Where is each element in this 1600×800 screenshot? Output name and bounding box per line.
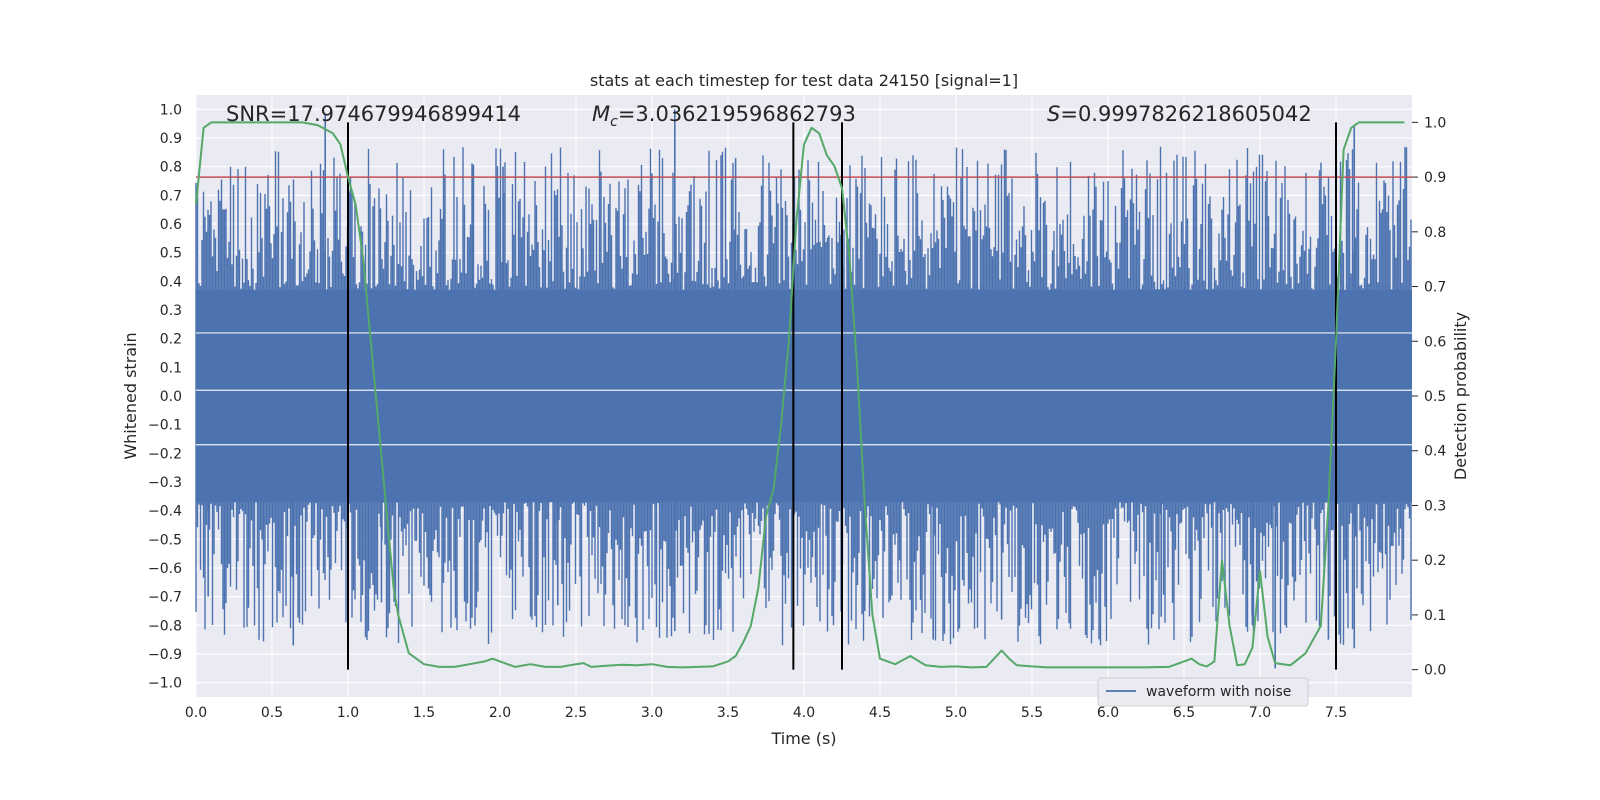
waveform-noise-trace bbox=[195, 146, 1412, 646]
significance-annotation: S=0.9997826218605042 bbox=[1047, 102, 1312, 126]
y-right-tick-label: 0.0 bbox=[1424, 663, 1446, 679]
x-tick-label: 1.5 bbox=[413, 705, 435, 721]
y-tick-label: −0.7 bbox=[148, 590, 182, 606]
y-tick-label: 0.7 bbox=[160, 188, 182, 204]
y-tick-label: −0.9 bbox=[148, 647, 182, 663]
x-tick-label: 0.0 bbox=[185, 705, 207, 721]
legend-label-waveform: waveform with noise bbox=[1146, 684, 1291, 700]
ticks: 0.0 0.5 1.0 1.5 2.0 2.5 3.0 3.5 4.0 4.5 5.0 5.5 6.0 6… bbox=[148, 102, 1446, 721]
chirp-mass-value: =3.036219596862793 bbox=[618, 102, 856, 126]
y-tick-label: 0.0 bbox=[160, 389, 182, 405]
y-tick-label: −0.5 bbox=[148, 532, 182, 548]
significance-symbol: S bbox=[1047, 102, 1060, 126]
y-axis-label: Whitened strain bbox=[121, 332, 140, 459]
x-tick-label: 7.0 bbox=[1249, 705, 1271, 721]
x-tick-label: 4.0 bbox=[793, 705, 815, 721]
y-right-tick-label: 0.3 bbox=[1424, 498, 1446, 514]
y-right-tick-label: 0.6 bbox=[1424, 334, 1446, 350]
y-tick-label: −0.6 bbox=[148, 561, 182, 577]
chart-title: stats at each timestep for test data 241… bbox=[590, 71, 1018, 90]
x-axis-label: Time (s) bbox=[770, 729, 836, 748]
y-tick-label: −0.1 bbox=[148, 418, 182, 434]
x-tick-label: 2.0 bbox=[489, 705, 511, 721]
y-right-tick-label: 0.1 bbox=[1424, 608, 1446, 624]
x-tick-label: 5.0 bbox=[945, 705, 967, 721]
y-right-tick-label: 0.4 bbox=[1424, 444, 1446, 460]
y-tick-label: 0.5 bbox=[160, 246, 182, 262]
y-tick-label: 0.8 bbox=[160, 160, 182, 176]
x-tick-label: 6.0 bbox=[1097, 705, 1119, 721]
y-right-tick-label: 0.9 bbox=[1424, 170, 1446, 186]
y-axis-right-label: Detection probability bbox=[1451, 312, 1470, 480]
y-tick-label: −0.8 bbox=[148, 618, 182, 634]
x-tick-label: 4.5 bbox=[869, 705, 891, 721]
overlay-layer bbox=[195, 121, 1412, 670]
x-tick-label: 2.5 bbox=[565, 705, 587, 721]
legend: waveform with noise bbox=[1097, 677, 1309, 707]
x-tick-label: 5.5 bbox=[1021, 705, 1043, 721]
x-tick-label: 6.5 bbox=[1173, 705, 1195, 721]
significance-value: =0.9997826218605042 bbox=[1060, 102, 1311, 126]
legend-box bbox=[1097, 677, 1309, 707]
y-tick-label: 0.2 bbox=[160, 332, 182, 348]
y-right-tick-label: 0.8 bbox=[1424, 225, 1446, 241]
y-right-tick-label: 0.5 bbox=[1424, 389, 1446, 405]
x-tick-label: 3.5 bbox=[717, 705, 739, 721]
y-tick-label: 0.6 bbox=[160, 217, 182, 233]
snr-annotation: SNR=17.974679946899414 bbox=[226, 102, 521, 126]
y-right-tick-label: 0.7 bbox=[1424, 280, 1446, 296]
y-tick-label: 1.0 bbox=[160, 102, 182, 118]
x-tick-label: 1.0 bbox=[337, 705, 359, 721]
y-tick-label: −0.3 bbox=[148, 475, 182, 491]
y-tick-label: 0.1 bbox=[160, 360, 182, 376]
y-tick-label: 0.3 bbox=[160, 303, 182, 319]
x-tick-label: 3.0 bbox=[641, 705, 663, 721]
waveform-with-noise-series bbox=[195, 109, 1412, 669]
chirp-mass-subscript: c bbox=[610, 114, 618, 130]
chirp-mass-annotation: Mc=3.036219596862793 bbox=[592, 102, 856, 130]
x-tick-label: 0.5 bbox=[261, 705, 283, 721]
y-right-tick-label: 1.0 bbox=[1424, 115, 1446, 131]
y-right-tick-label: 0.2 bbox=[1424, 553, 1446, 569]
chirp-mass-symbol: M bbox=[592, 102, 610, 126]
y-tick-label: −0.4 bbox=[148, 504, 182, 520]
y-tick-label: −0.2 bbox=[148, 446, 182, 462]
x-tick-label: 7.5 bbox=[1325, 705, 1347, 721]
y-tick-label: 0.4 bbox=[160, 274, 182, 290]
y-tick-label: −1.0 bbox=[148, 676, 182, 692]
y-tick-label: 0.9 bbox=[160, 131, 182, 147]
detection-probability-line bbox=[195, 121, 1405, 669]
